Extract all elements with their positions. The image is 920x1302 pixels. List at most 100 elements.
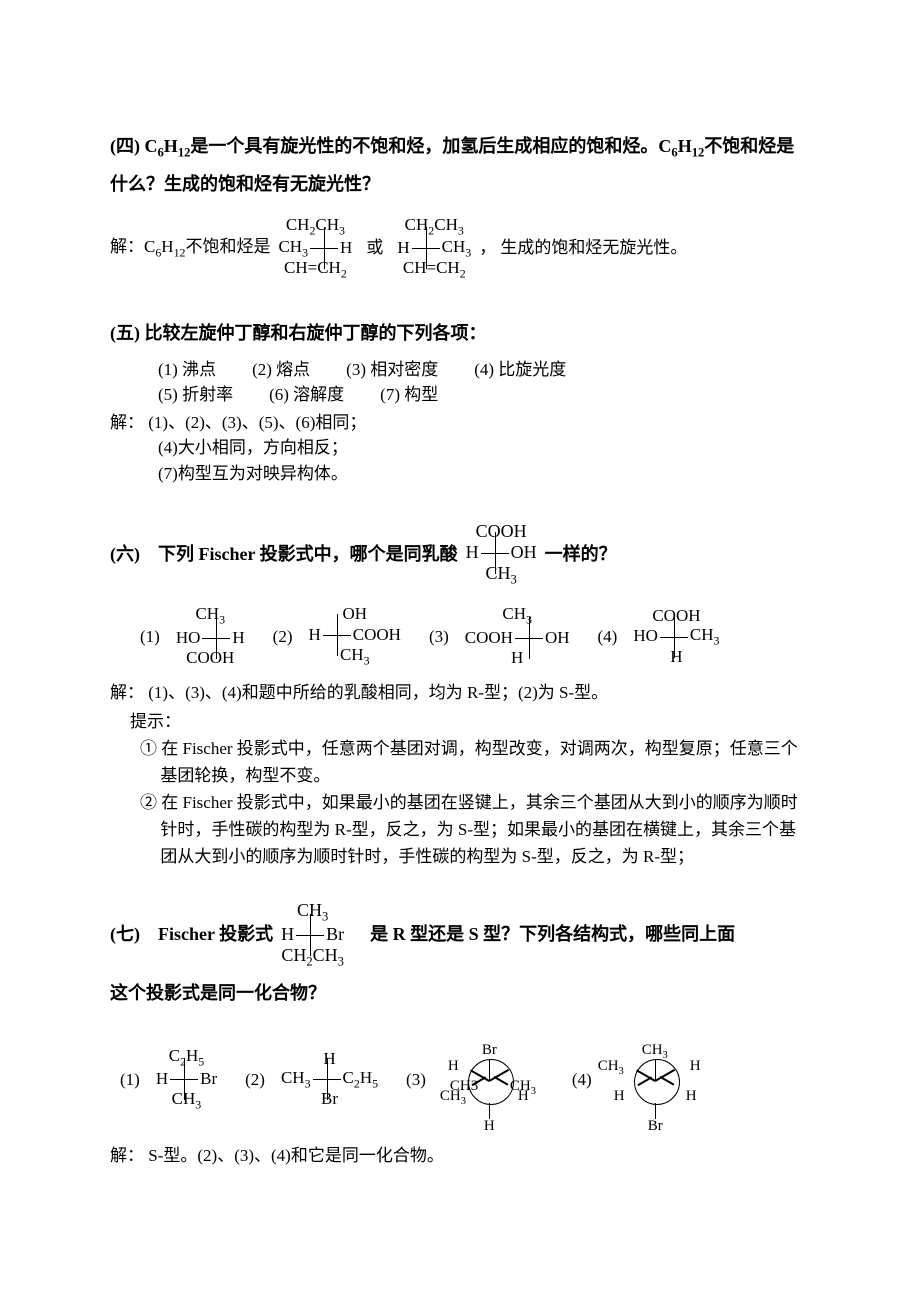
- fischer-cross-icon: [515, 627, 543, 649]
- q6-hint-2: ② 在 Fischer 投影式中，如果最小的基团在竖键上，其余三个基团从大到小的…: [140, 789, 810, 871]
- fischer-left: H: [154, 1070, 170, 1089]
- fischer-left: H: [279, 925, 296, 945]
- fischer-right: COOH: [351, 626, 403, 645]
- choice-idx: (4): [598, 624, 618, 650]
- fischer-right: CH3: [688, 626, 722, 647]
- q5-answer: 解： (1)、(2)、(3)、(5)、(6)相同； (4)大小相同，方向相反； …: [110, 410, 810, 487]
- fischer-cross-icon: [313, 1068, 341, 1090]
- choice-idx: (1): [120, 1067, 140, 1093]
- fischer-left: H: [395, 239, 411, 258]
- fischer-left: HO: [631, 627, 660, 646]
- q7-choices: (1) C2H5 HBr CH3 (2) H CH3C2H5 Br (3) Br…: [120, 1029, 810, 1129]
- q4-fischer-1: CH2CH3 CH3H CH=CH2: [276, 216, 354, 281]
- fischer-left: CH3: [279, 1069, 313, 1090]
- fischer-cross-icon: [170, 1068, 198, 1090]
- fischer-cross-icon: [310, 237, 338, 259]
- fischer-cross-icon: [323, 624, 351, 646]
- fischer-bottom: COOH: [174, 649, 247, 668]
- choice-idx: (3): [406, 1067, 426, 1093]
- fischer-right: H: [338, 239, 354, 258]
- fischer-top: CH3: [463, 605, 572, 626]
- fischer-right: OH: [509, 543, 539, 563]
- q7-heading: (七) Fischer 投影式 CH3 HBr CH2CH3 是 R 型还是 S…: [110, 901, 810, 970]
- q6-heading-prefix: (六) 下列 Fischer 投影式中，哪个是同乳酸: [110, 544, 458, 566]
- newman-label: CH3: [642, 1039, 668, 1064]
- q5-items: (1) 沸点 (2) 熔点 (3) 相对密度 (4) 比旋光度 (5) 折射率 …: [158, 357, 810, 408]
- choice-idx: (2): [245, 1067, 265, 1093]
- sub: 12: [692, 146, 705, 160]
- q5-ans-line: (4)大小相同，方向相反；: [158, 435, 810, 461]
- q6-hint-1: ① 在 Fischer 投影式中，任意两个基团对调，构型改变，对调两次，构型复原…: [140, 735, 810, 789]
- newman-label: Br: [482, 1039, 497, 1062]
- q6-answer: 解： (1)、(3)、(4)和题中所给的乳酸相同，均为 R-型；(2)为 S-型…: [110, 680, 810, 706]
- newman-bond: [489, 1059, 491, 1081]
- q5-item: (6) 溶解度: [269, 382, 344, 408]
- newman-label: Br: [648, 1115, 663, 1138]
- q5-item: (1) 沸点: [158, 357, 216, 383]
- fischer-right: Br: [324, 925, 346, 945]
- q5-ans-line: 解： (1)、(2)、(3)、(5)、(6)相同；: [110, 410, 810, 436]
- fischer-bottom: Br: [279, 1090, 380, 1109]
- q5-ans-line: (7)构型互为对映异构体。: [158, 461, 810, 487]
- q5-item: (3) 相对密度: [346, 357, 438, 383]
- fischer-cross-icon: [412, 237, 440, 259]
- q4-ans-suffix: ， 生成的饱和烃无旋光性。: [479, 238, 687, 258]
- fischer-bottom: H: [463, 649, 572, 668]
- q7-newman-4: CH3 CH3 H H H Br: [604, 1029, 714, 1129]
- newman-label: H: [690, 1055, 701, 1078]
- q7-ref-fischer: CH3 HBr CH2CH3: [279, 901, 346, 970]
- q7-newman-3: Br CH3 CH3 CH3 H H H: [438, 1029, 548, 1129]
- choice-idx: (1): [140, 624, 160, 650]
- q7-heading-mid: 是 R 型还是 S 型？下列各结构式，哪些同上面: [352, 924, 735, 946]
- fischer-top: COOH: [631, 607, 721, 626]
- fischer-left: H: [307, 626, 323, 645]
- q5-heading: (五) 比较左旋仲丁醇和右旋仲丁醇的下列各项：: [110, 315, 810, 351]
- q6-choice-2: OH H COOH CH3: [307, 605, 403, 667]
- q4-fischer-2: CH2CH3 H CH3 CH=CH2: [395, 216, 473, 281]
- newman-label: H: [518, 1085, 529, 1108]
- fischer-bottom: CH3: [154, 1090, 219, 1111]
- choice-idx: (2): [273, 624, 293, 650]
- q7-choice-2: H CH3C2H5 Br: [279, 1050, 380, 1109]
- newman-label: CH3: [598, 1055, 624, 1080]
- t: H: [678, 136, 692, 156]
- sub: 12: [174, 245, 186, 259]
- sub: 12: [178, 146, 191, 160]
- fischer-right: OH: [543, 629, 572, 648]
- q6-choice-3: CH3 COOHOH H: [463, 605, 572, 667]
- fischer-top: CH3: [174, 605, 247, 626]
- fischer-cross-icon: [660, 626, 688, 648]
- q4-text: (四) C6H12是一个具有旋光性的不饱和烃，加氢后生成相应的饱和烃。C6H12…: [110, 136, 794, 194]
- fischer-bottom: CH=CH2: [395, 259, 473, 280]
- fischer-cross-icon: [481, 542, 509, 564]
- fischer-bottom: CH3: [307, 646, 403, 667]
- fischer-cross-icon: [202, 627, 230, 649]
- t: (四) C: [110, 136, 158, 156]
- q6-hint-label: 提示：: [130, 709, 810, 735]
- fischer-bottom: CH3: [464, 564, 539, 587]
- fischer-top: OH: [307, 605, 403, 624]
- fischer-top: CH2CH3: [276, 216, 354, 237]
- q6-choice-4: COOH HOCH3 H: [631, 607, 721, 666]
- q4-ans-prefix: 解：C6H12不饱和烃是: [110, 237, 270, 260]
- q6-ref-fischer: COOH HOH CH3: [464, 522, 539, 587]
- choice-idx: (3): [429, 624, 449, 650]
- q5-item: (4) 比旋光度: [474, 357, 566, 383]
- fischer-left: CH3: [276, 238, 310, 259]
- fischer-cross-icon: [296, 924, 324, 946]
- fischer-top: CH2CH3: [395, 216, 473, 237]
- fischer-right: H: [230, 629, 246, 648]
- t: H: [161, 237, 173, 256]
- q6-choice-1: CH3 HOH COOH: [174, 605, 247, 667]
- newman-label: CH3: [440, 1085, 466, 1110]
- newman-label: H: [686, 1085, 697, 1108]
- choice-idx: (4): [572, 1067, 592, 1093]
- q4-answer-row: 解：C6H12不饱和烃是 CH2CH3 CH3 H CH=CH2 或 CH2CH3…: [110, 216, 810, 281]
- t: 不饱和烃是: [185, 237, 270, 256]
- q7-choice-1: C2H5 HBr CH3: [154, 1047, 219, 1112]
- fischer-right: CH3: [440, 238, 474, 259]
- q4-or: 或: [366, 238, 383, 258]
- q5-item: (7) 构型: [380, 382, 438, 408]
- t: H: [164, 136, 178, 156]
- fischer-right: Br: [198, 1070, 219, 1089]
